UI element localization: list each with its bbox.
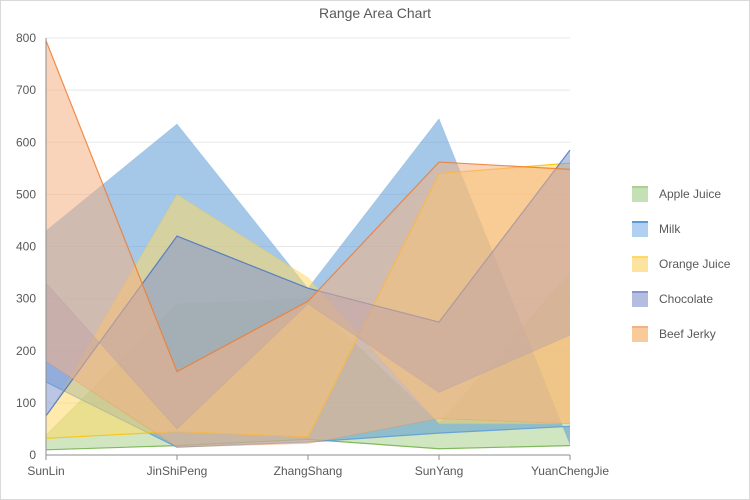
legend-item-milk[interactable]: Milk (632, 211, 747, 246)
y-tick-label: 500 (16, 187, 36, 201)
x-tick-label: SunYang (415, 464, 464, 478)
legend-swatch-icon (632, 290, 648, 307)
legend-label: Apple Juice (659, 186, 722, 201)
x-tick-label: ZhangShang (274, 464, 343, 478)
y-tick-label: 200 (16, 344, 36, 358)
x-tick-label: SunLin (27, 464, 64, 478)
y-tick-label: 600 (16, 135, 36, 149)
legend-label: Orange Juice (659, 256, 731, 271)
y-tick-label: 300 (16, 292, 36, 306)
legend-swatch-icon (632, 185, 648, 202)
y-axis-ticks: 0 100 200 300 400 500 600 700 800 (16, 31, 36, 462)
legend-item-apple-juice[interactable]: Apple Juice (632, 176, 747, 211)
x-tick-label: YuanChengJie (531, 464, 609, 478)
legend-item-beef-jerky[interactable]: Beef Jerky (632, 316, 747, 351)
legend-swatch-icon (632, 325, 648, 342)
x-tick-label: JinShiPeng (147, 464, 208, 478)
x-axis-ticks: SunLin JinShiPeng ZhangShang SunYang YuanChe… (27, 464, 609, 478)
series-areas (45, 40, 571, 451)
y-tick-label: 800 (16, 31, 36, 45)
y-tick-label: 100 (16, 396, 36, 410)
legend-item-chocolate[interactable]: Chocolate (632, 281, 747, 316)
legend-item-orange-juice[interactable]: Orange Juice (632, 246, 747, 281)
legend-label: Beef Jerky (659, 326, 716, 341)
series-area-beef-jerky[interactable] (46, 40, 570, 448)
legend-swatch-icon (632, 220, 648, 237)
y-tick-label: 400 (16, 240, 36, 254)
axes (45, 38, 571, 460)
legend-label: Milk (659, 221, 681, 236)
y-tick-label: 0 (29, 448, 36, 462)
chart-title: Range Area Chart (318, 5, 432, 21)
legend-label: Chocolate (659, 291, 714, 306)
y-tick-label: 700 (16, 83, 36, 97)
legend-swatch-icon (632, 255, 648, 272)
legend: Apple Juice Milk Orange Juice Chocolate … (632, 176, 747, 351)
